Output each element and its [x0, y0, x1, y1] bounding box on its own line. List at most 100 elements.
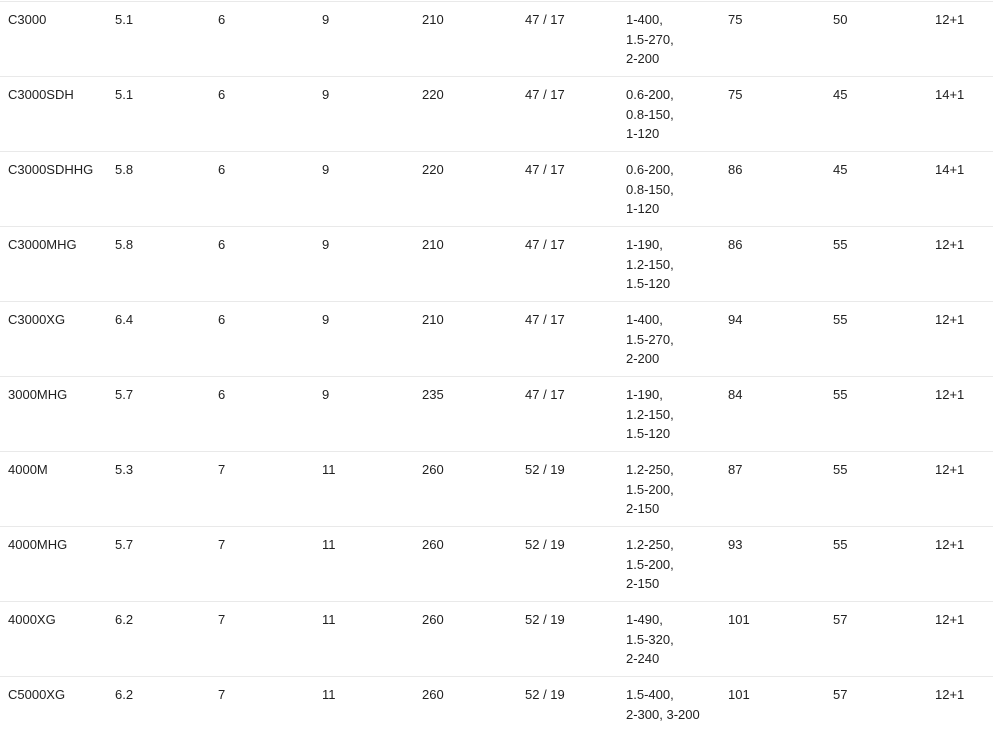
value-cell: 14+1: [927, 151, 993, 227]
cell-line: 86: [728, 162, 743, 177]
model-cell: C3000SDHHG: [0, 151, 107, 227]
model-cell: 4000M: [0, 451, 107, 527]
cell-line: 6: [218, 12, 226, 27]
cell-line: 55: [833, 537, 848, 552]
value-cell: 52 / 19: [517, 451, 618, 527]
value-cell: 7: [210, 676, 314, 752]
table-row: 4000M 5.3 7 11 260 52 / 19 1.2-250, 1.5-200, 2-1…: [0, 451, 993, 527]
cell-line: 6: [218, 312, 226, 327]
value-cell: 1.2-250, 1.5-200, 2-150: [618, 451, 720, 527]
value-cell: 11: [314, 676, 414, 752]
cell-line: 9: [322, 162, 330, 177]
cell-line: 93: [728, 537, 743, 552]
cell-line: 235: [422, 387, 444, 402]
cell-line: 9: [322, 237, 330, 252]
value-cell: 55: [825, 226, 927, 302]
value-cell: 6: [210, 151, 314, 227]
value-cell: 6.2: [107, 676, 210, 752]
value-cell: 7: [210, 451, 314, 527]
value-cell: 1.5-400, 2-300, 3-200: [618, 676, 720, 752]
cell-line: 220: [422, 87, 444, 102]
table-row: C3000 5.1 6 9 210 47 / 17 1-400, 1.5-270, 2-200 7…: [0, 1, 993, 77]
cell-line: 1.2-150,: [626, 256, 674, 272]
value-cell: 6.4: [107, 301, 210, 377]
cell-line: 55: [833, 312, 848, 327]
cell-line: 2-200: [626, 351, 660, 366]
cell-line: 220: [422, 162, 444, 177]
cell-line: 5.3: [115, 462, 134, 477]
cell-line: 1.5-320,: [626, 631, 674, 647]
table-row: C3000SDHHG 5.8 6 9 220 47 / 17 0.6-200, 0.8-150…: [0, 151, 993, 227]
value-cell: 1-400, 1.5-270, 2-200: [618, 301, 720, 377]
value-cell: 220: [414, 76, 517, 152]
value-cell: 87: [720, 451, 825, 527]
value-cell: 1-190, 1.2-150, 1.5-120: [618, 376, 720, 452]
value-cell: 0.6-200, 0.8-150, 1-120: [618, 76, 720, 152]
model-cell: 3000MHG: [0, 376, 107, 452]
cell-line: 57: [833, 687, 848, 702]
cell-line: 12+1: [935, 312, 965, 327]
model-cell: C3000XG: [0, 301, 107, 377]
value-cell: 57: [825, 676, 927, 752]
cell-line: 6: [218, 387, 226, 402]
value-cell: 86: [720, 151, 825, 227]
value-cell: 1.2-250, 1.5-200, 2-150: [618, 526, 720, 602]
value-cell: 260: [414, 676, 517, 752]
value-cell: 1-190, 1.2-150, 1.5-120: [618, 226, 720, 302]
value-cell: 52 / 19: [517, 601, 618, 677]
value-cell: 5.7: [107, 526, 210, 602]
cell-line: 57: [833, 612, 848, 627]
cell-line: 47 / 17: [525, 12, 565, 27]
value-cell: 260: [414, 451, 517, 527]
cell-line: 11: [322, 462, 336, 477]
cell-line: 260: [422, 537, 444, 552]
cell-line: 2-150: [626, 501, 660, 516]
cell-line: 2-240: [626, 651, 660, 666]
value-cell: 5.8: [107, 151, 210, 227]
cell-line: 210: [422, 312, 444, 327]
cell-line: 6: [218, 162, 226, 177]
cell-line: 1.5-120: [626, 426, 671, 441]
cell-line: 50: [833, 12, 848, 27]
model-cell: C3000SDH: [0, 76, 107, 152]
cell-line: C3000SDH: [8, 87, 74, 102]
cell-line: 2-200: [626, 51, 660, 66]
value-cell: 6: [210, 1, 314, 77]
value-cell: 9: [314, 376, 414, 452]
cell-line: 1-400,: [626, 12, 663, 27]
cell-line: 5.1: [115, 12, 134, 27]
cell-line: 101: [728, 612, 750, 627]
cell-line: 6.2: [115, 687, 134, 702]
value-cell: 9: [314, 301, 414, 377]
model-cell: C3000: [0, 1, 107, 77]
cell-line: 0.6-200,: [626, 87, 674, 102]
value-cell: 11: [314, 451, 414, 527]
table-row: C3000SDH 5.1 6 9 220 47 / 17 0.6-200, 0.8-150, 1…: [0, 76, 993, 152]
cell-line: C3000MHG: [8, 237, 77, 252]
value-cell: 52 / 19: [517, 676, 618, 752]
value-cell: 7: [210, 526, 314, 602]
cell-line: 45: [833, 87, 848, 102]
value-cell: 47 / 17: [517, 301, 618, 377]
value-cell: 12+1: [927, 451, 993, 527]
cell-line: 47 / 17: [525, 237, 565, 252]
value-cell: 5.7: [107, 376, 210, 452]
value-cell: 9: [314, 226, 414, 302]
cell-line: 5.8: [115, 237, 134, 252]
value-cell: 12+1: [927, 226, 993, 302]
value-cell: 12+1: [927, 526, 993, 602]
cell-line: 12+1: [935, 687, 965, 702]
value-cell: 14+1: [927, 76, 993, 152]
value-cell: 6: [210, 301, 314, 377]
value-cell: 75: [720, 1, 825, 77]
cell-line: 87: [728, 462, 743, 477]
cell-line: 52 / 19: [525, 612, 565, 627]
table-row: C3000MHG 5.8 6 9 210 47 / 17 1-190, 1.2-150, 1.5…: [0, 226, 993, 302]
value-cell: 5.1: [107, 76, 210, 152]
value-cell: 9: [314, 76, 414, 152]
model-cell: 4000XG: [0, 601, 107, 677]
cell-line: 52 / 19: [525, 537, 565, 552]
value-cell: 12+1: [927, 676, 993, 752]
